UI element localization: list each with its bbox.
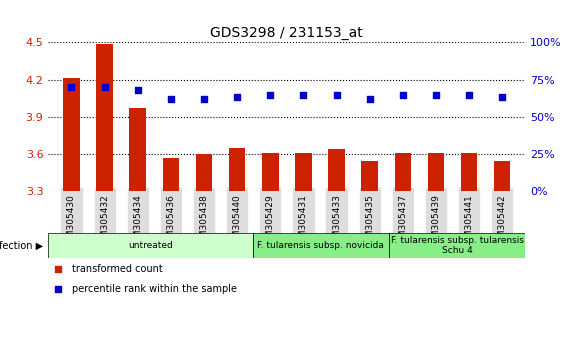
- Point: [100, 84, 109, 90]
- Point: [199, 96, 208, 102]
- Point: [332, 92, 341, 97]
- Text: untreated: untreated: [128, 241, 173, 250]
- Bar: [63, 79, 80, 191]
- Bar: [130, 108, 146, 191]
- Bar: [494, 161, 511, 191]
- Bar: [295, 153, 312, 191]
- Text: percentile rank within the sample: percentile rank within the sample: [72, 284, 237, 293]
- Point: [398, 92, 407, 97]
- Bar: [389, 233, 525, 258]
- Bar: [196, 154, 212, 191]
- Point: [465, 92, 474, 97]
- Point: [266, 92, 275, 97]
- Point: [498, 95, 507, 100]
- Bar: [253, 233, 389, 258]
- Bar: [395, 153, 411, 191]
- Bar: [461, 153, 477, 191]
- Point: [133, 87, 142, 93]
- Bar: [48, 233, 253, 258]
- Point: [365, 96, 374, 102]
- Bar: [262, 153, 278, 191]
- Text: F. tularensis subsp. novicida: F. tularensis subsp. novicida: [257, 241, 385, 250]
- Point: [67, 84, 76, 90]
- Point: [53, 286, 62, 291]
- Text: transformed count: transformed count: [72, 264, 163, 274]
- Bar: [229, 148, 245, 191]
- Point: [166, 96, 176, 102]
- Bar: [361, 161, 378, 191]
- Text: F. tularensis subsp. tularensis
Schu 4: F. tularensis subsp. tularensis Schu 4: [391, 236, 524, 255]
- Point: [432, 92, 441, 97]
- Bar: [97, 44, 113, 191]
- Point: [233, 95, 242, 100]
- Bar: [328, 149, 345, 191]
- Bar: [428, 153, 444, 191]
- Title: GDS3298 / 231153_at: GDS3298 / 231153_at: [211, 26, 363, 40]
- Bar: [162, 158, 179, 191]
- Point: [299, 92, 308, 97]
- Text: infection ▶: infection ▶: [0, 241, 44, 251]
- Point: [53, 266, 62, 272]
